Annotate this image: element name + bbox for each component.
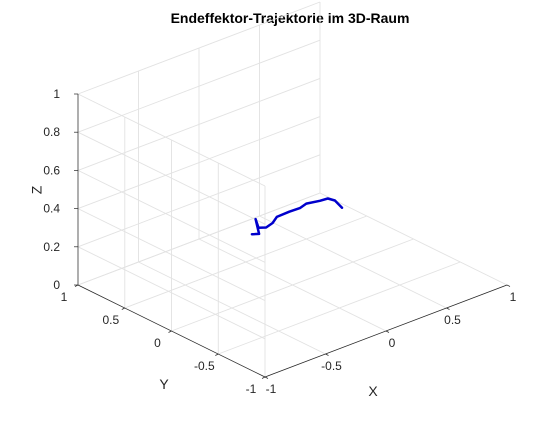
right-wall-grid-line-z bbox=[77, 1, 321, 95]
right-wall-grid-line-z bbox=[77, 192, 321, 286]
x-tick-mark bbox=[446, 307, 450, 310]
z-tick-label: 0.6 bbox=[43, 163, 60, 177]
y-tick-label: 0 bbox=[154, 336, 161, 350]
series-layer bbox=[250, 197, 344, 236]
x-tick-mark bbox=[325, 353, 329, 356]
x-tick-mark bbox=[506, 284, 511, 287]
y-tick-label: -0.5 bbox=[194, 359, 215, 373]
z-tick-label: 0 bbox=[53, 278, 60, 292]
y-axis-label: Y bbox=[159, 376, 169, 392]
y-tick-label: -1 bbox=[246, 382, 257, 396]
floor-grid-line-y bbox=[124, 215, 367, 309]
y-tick-label: 1 bbox=[61, 290, 68, 304]
x-tick-mark bbox=[385, 330, 390, 333]
z-tick-label: 1 bbox=[53, 87, 60, 101]
floor-grid-line-y bbox=[171, 238, 414, 332]
grid-layer bbox=[77, 1, 508, 378]
x-tick-label: -0.5 bbox=[321, 359, 342, 373]
z-tick-label: 0.8 bbox=[43, 125, 60, 139]
x-tick-label: 0.5 bbox=[444, 313, 461, 327]
trajectory-line bbox=[250, 197, 344, 236]
x-tick-label: 0 bbox=[389, 336, 396, 350]
z-tick-label: 0.4 bbox=[43, 202, 60, 216]
right-wall-grid-line-z bbox=[77, 154, 321, 248]
x-tick-mark bbox=[264, 376, 269, 379]
right-wall-grid-line-z bbox=[77, 116, 321, 210]
x-axis-label: X bbox=[368, 383, 378, 399]
y-tick-label: 0.5 bbox=[102, 313, 119, 327]
chart-title: Endeffektor-Trajektorie im 3D-Raum bbox=[171, 10, 410, 26]
left-wall-grid-line-z bbox=[77, 246, 266, 340]
z-tick-label: 0.2 bbox=[43, 240, 60, 254]
y-tick-mark bbox=[215, 353, 219, 356]
y-tick-mark bbox=[261, 376, 266, 379]
floor-grid-line-y bbox=[218, 261, 461, 355]
right-wall-grid-line-z bbox=[77, 77, 321, 171]
left-wall-grid-line-z bbox=[77, 208, 266, 302]
x-tick-label: 1 bbox=[510, 290, 517, 304]
x-tick-label: -1 bbox=[266, 382, 277, 396]
left-wall-grid-line-z bbox=[77, 93, 266, 187]
left-wall-grid-line-z bbox=[77, 131, 266, 225]
left-wall-grid-line-z bbox=[77, 169, 266, 263]
right-wall-grid-line-z bbox=[77, 39, 321, 133]
label-layer: X Y Z bbox=[29, 185, 379, 399]
z-axis-label: Z bbox=[29, 185, 45, 194]
y-tick-mark bbox=[168, 330, 172, 333]
y-tick-mark bbox=[121, 307, 125, 310]
